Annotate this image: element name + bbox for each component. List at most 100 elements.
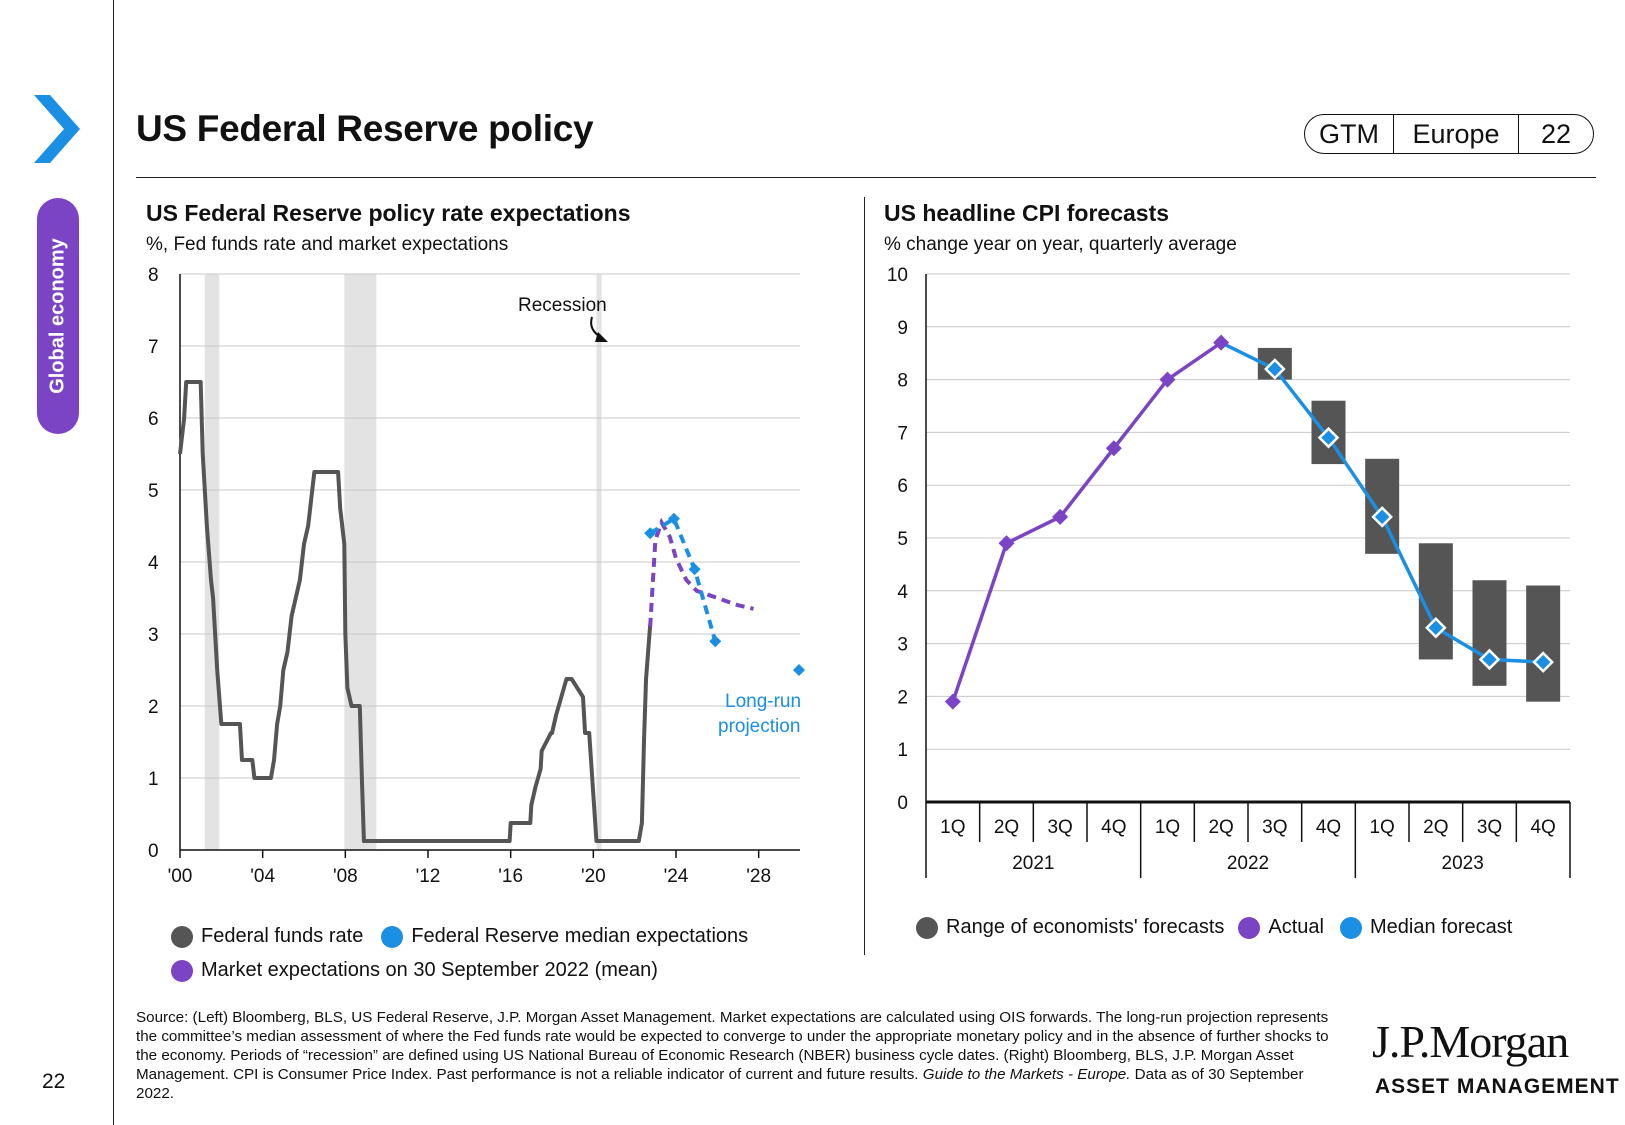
actual-cpi-point [1052, 508, 1069, 525]
median-forecast-point [1264, 358, 1286, 380]
title-divider [136, 177, 1596, 178]
section-tab[interactable]: Global economy [37, 198, 79, 434]
legend-swatch-fed-funds [171, 925, 193, 948]
y-tick-label: 2 [148, 697, 159, 718]
fed-median-point [644, 527, 657, 540]
fed-median-point [667, 512, 680, 525]
legend-swatch-range [916, 916, 938, 939]
source-footnote: Source: (Left) Bloomberg, BLS, US Federa… [136, 1008, 1336, 1103]
actual-cpi-point [944, 693, 961, 710]
guide-name: Guide to the Markets - Europe. [922, 1066, 1131, 1083]
quarter-label: 1Q [940, 817, 965, 838]
badge-guide: GTM [1305, 115, 1394, 153]
left-chart-subtitle: %, Fed funds rate and market expectation… [146, 234, 509, 255]
jpmorgan-logo: J.P.Morgan [1372, 1016, 1569, 1067]
year-label: 2021 [1012, 853, 1054, 874]
fed-policy-chart: 0 1 2 3 4 5 6 7 8 '00 '04 '08 '12 '16 '20 '24 '28 Long-ru… [148, 265, 805, 887]
long-run-label-line-2: projection [718, 716, 800, 737]
median-forecast-point [1478, 648, 1501, 671]
y-tick-label: 0 [148, 841, 159, 862]
left-chart-title: US Federal Reserve policy rate expectati… [146, 200, 631, 226]
year-label: 2023 [1442, 853, 1484, 874]
fed-median-point [709, 635, 722, 648]
y-tick-label: 2 [897, 687, 908, 708]
y-tick-label: 5 [148, 481, 159, 502]
legend-label-fed-median: Federal Reserve median expectations [411, 925, 749, 947]
x-tick-label: '08 [333, 866, 358, 887]
median-forecast-point [1532, 651, 1554, 673]
asset-management-logo: ASSET MANAGEMENT [1375, 1075, 1620, 1098]
page-title: US Federal Reserve policy [136, 108, 594, 149]
quarter-label: 3Q [1047, 817, 1072, 838]
quarter-label: 4Q [1316, 817, 1341, 838]
actual-cpi-point [1105, 440, 1122, 457]
page-number: 22 [42, 1070, 66, 1093]
badge-region: Europe [1394, 115, 1519, 153]
median-forecast-point [1425, 616, 1447, 639]
fed-funds-rate-line [178, 380, 653, 843]
legend-swatch-fed-median [381, 925, 404, 948]
source-text: Source: (Left) Bloomberg, BLS, US Federa… [136, 1009, 1329, 1083]
y-tick-label: 10 [887, 265, 908, 286]
right-chart-subtitle: % change year on year, quarterly average [884, 234, 1237, 255]
quarter-label: 3Q [1477, 817, 1502, 838]
left-legend-row-1: Federal funds rate Federal Reserve media… [171, 925, 748, 948]
section-tab-label: Global economy [46, 238, 69, 394]
median-forecast-point [1317, 426, 1340, 449]
forecast-range-bar [1526, 585, 1561, 702]
x-tick-label: '00 [168, 866, 193, 887]
fed-median-expectations-line [649, 515, 718, 642]
page-badge: GTM Europe 22 [1304, 114, 1594, 154]
x-tick-label: '04 [250, 866, 275, 887]
recession-annotation: Recession [518, 295, 607, 316]
x-tick-label: '24 [664, 866, 689, 887]
sidebar-divider [113, 0, 114, 1125]
quarter-label: 1Q [1155, 817, 1180, 838]
y-tick-label: 4 [148, 553, 159, 574]
legend-label-market: Market expectations on 30 September 2022… [201, 959, 658, 981]
y-tick-label: 9 [897, 318, 908, 339]
quarter-label: 4Q [1101, 817, 1126, 838]
y-tick-label: 4 [897, 582, 908, 603]
quarter-label: 1Q [1369, 817, 1394, 838]
actual-cpi-line [951, 341, 1223, 703]
long-run-label-line-1: Long-run [725, 691, 801, 712]
legend-label-fed-funds: Federal funds rate [201, 925, 364, 947]
quarter-label: 3Q [1262, 817, 1287, 838]
chevron-right-icon [34, 95, 80, 163]
legend-swatch-actual [1238, 916, 1261, 939]
y-tick-label: 8 [897, 371, 908, 392]
badge-page: 22 [1540, 118, 1572, 149]
y-tick-label: 8 [148, 265, 159, 286]
market-expectations-line [648, 517, 754, 627]
y-tick-label: 1 [148, 769, 159, 790]
y-tick-label: 6 [148, 409, 159, 430]
median-forecast-point [1371, 506, 1393, 528]
legend-label-range: Range of economists' forecasts [946, 916, 1225, 938]
left-legend-row-2: Market expectations on 30 September 2022… [171, 959, 658, 982]
quarter-label: 2Q [1208, 817, 1233, 838]
x-tick-label: '16 [498, 866, 523, 887]
x-tick-label: '20 [581, 866, 606, 887]
legend-label-median: Median forecast [1370, 916, 1513, 938]
panel-divider [864, 197, 865, 955]
x-tick-label: '12 [416, 866, 441, 887]
long-run-projection-point [793, 664, 805, 676]
y-tick-label: 5 [897, 529, 908, 550]
cpi-forecast-chart: 0 1 2 3 4 5 6 7 8 9 10 1Q 2Q 3Q 4Q 1Q 2Q 3Q 4Q 1Q 2Q 3Q 4Q 2021… [887, 265, 1571, 878]
quarter-label: 2Q [994, 817, 1019, 838]
recession-arrow-head [595, 332, 608, 342]
data-date: Data as of 30 September 2022. [136, 1066, 1304, 1102]
actual-cpi-point [1213, 334, 1230, 351]
quarter-label: 4Q [1530, 817, 1555, 838]
y-tick-label: 3 [897, 635, 908, 656]
legend-swatch-median [1340, 916, 1362, 939]
right-chart-title: US headline CPI forecasts [884, 200, 1170, 226]
quarter-label: 2Q [1423, 817, 1448, 838]
right-legend: Range of economists' forecasts Actual Me… [916, 916, 1512, 939]
y-tick-label: 6 [897, 476, 908, 497]
actual-cpi-point [998, 535, 1015, 552]
y-tick-label: 7 [897, 423, 908, 444]
x-tick-label: '28 [746, 866, 771, 887]
legend-label-actual: Actual [1268, 916, 1324, 938]
